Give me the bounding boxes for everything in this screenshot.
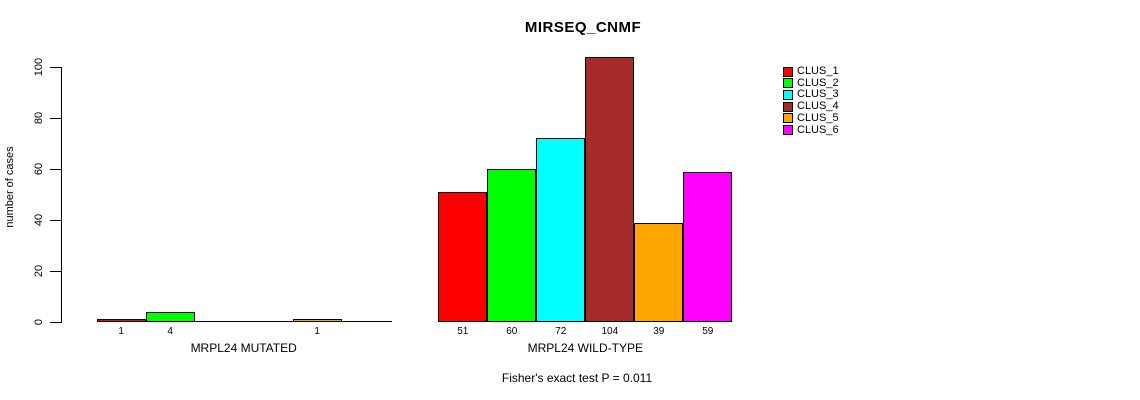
bar-value-label: 51 (457, 326, 469, 337)
legend-swatch (783, 101, 793, 112)
y-tick-label: 80 (33, 111, 45, 125)
y-tick-label: 20 (33, 264, 45, 278)
legend-label: CLUS_2 (797, 76, 839, 89)
bar (487, 169, 537, 322)
legend-label: CLUS_6 (797, 123, 839, 136)
y-tick-label: 100 (33, 57, 45, 77)
bar (683, 172, 733, 322)
legend-label: CLUS_3 (797, 88, 839, 101)
group-label: MRPL24 MUTATED (190, 341, 297, 355)
bar (292, 319, 342, 322)
legend-item: CLUS_4 (783, 101, 839, 112)
bar-value-label: 39 (653, 326, 665, 337)
zero-value-bar (341, 321, 392, 322)
legend-swatch (783, 66, 793, 77)
y-tick-label: 60 (33, 162, 45, 176)
bar-value-label: 1 (314, 326, 320, 337)
bar-value-label: 72 (555, 326, 567, 337)
group-label: MRPL24 WILD-TYPE (527, 341, 643, 355)
legend-item: CLUS_2 (783, 76, 839, 89)
bar-value-label: 60 (506, 326, 518, 337)
bar (634, 223, 684, 322)
legend-swatch (783, 113, 793, 124)
y-tick (50, 169, 61, 170)
legend-swatch (783, 125, 793, 135)
legend-label: CLUS_1 (797, 65, 839, 77)
bar-value-label: 104 (601, 326, 619, 337)
y-tick (50, 322, 61, 323)
y-tick (50, 271, 61, 272)
y-tick-label: 40 (33, 213, 45, 227)
bar-value-label: 59 (702, 326, 714, 337)
bar (145, 312, 195, 322)
bar-value-label: 1 (118, 326, 124, 337)
legend-item: CLUS_5 (783, 111, 839, 124)
legend-item: CLUS_1 (783, 66, 839, 77)
chart-title: MIRSEQ_CNMF (524, 19, 642, 36)
zero-value-bar (243, 321, 294, 322)
y-axis-line (61, 67, 62, 323)
y-tick-label: 0 (33, 318, 45, 326)
fisher-test-annotation: Fisher's exact test P = 0.011 (501, 371, 653, 385)
legend-label: CLUS_5 (797, 111, 839, 124)
legend-item: CLUS_3 (783, 89, 839, 100)
bar (585, 57, 635, 322)
legend-item: CLUS_6 (783, 123, 839, 136)
bar-value-label: 4 (167, 326, 173, 337)
y-tick (50, 67, 61, 68)
y-axis-label: number of cases (4, 146, 16, 228)
legend-swatch (783, 89, 793, 100)
y-tick (50, 220, 61, 221)
legend-swatch (783, 78, 793, 89)
bar (438, 192, 488, 322)
y-tick (50, 118, 61, 119)
legend-label: CLUS_4 (797, 100, 839, 113)
bar (96, 319, 146, 322)
bar (536, 138, 586, 322)
zero-value-bar (194, 321, 245, 322)
